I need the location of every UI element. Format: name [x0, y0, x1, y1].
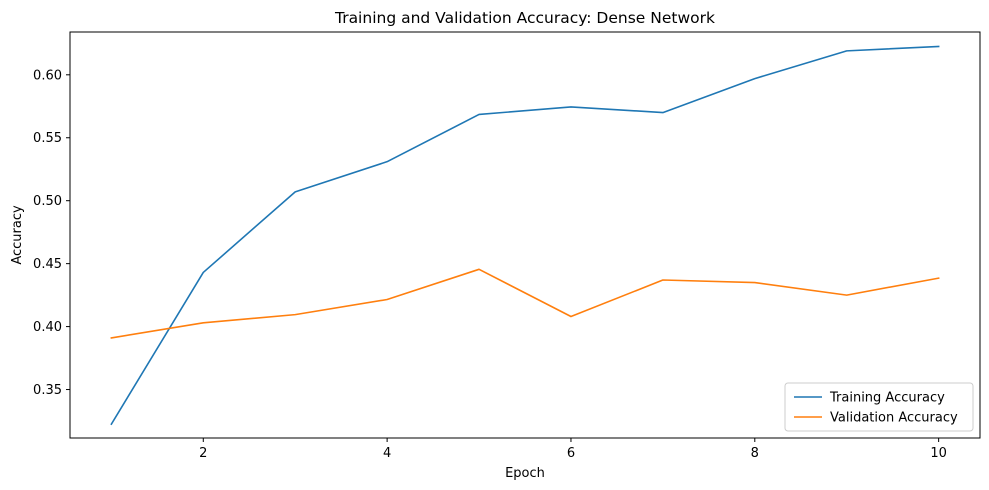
x-tick-label: 6: [567, 446, 575, 461]
x-tick-label: 8: [751, 446, 759, 461]
x-axis-label: Epoch: [505, 466, 545, 481]
chart-title: Training and Validation Accuracy: Dense …: [334, 9, 715, 27]
x-tick-label: 10: [930, 446, 947, 461]
legend: Training Accuracy Validation Accuracy: [784, 382, 974, 432]
y-tick-label: 0.50: [33, 194, 62, 209]
x-axis: 2 4 6 8 10: [199, 438, 947, 461]
x-tick-label: 2: [199, 446, 207, 461]
y-axis: 0.35 0.40 0.45 0.50 0.55 0.60: [33, 68, 70, 398]
y-tick-label: 0.35: [33, 383, 62, 398]
y-tick-label: 0.60: [33, 68, 62, 83]
legend-label: Training Accuracy: [829, 391, 945, 406]
plot-frame: [69, 31, 981, 439]
series-line-training: [110, 45, 940, 426]
y-axis-label: Accuracy: [10, 205, 25, 265]
plot-area: [69, 31, 981, 439]
legend-box: [784, 382, 974, 432]
series-line-validation: [110, 268, 940, 339]
y-tick-label: 0.45: [33, 257, 62, 272]
x-tick-label: 4: [383, 446, 391, 461]
legend-label: Validation Accuracy: [830, 411, 958, 426]
y-tick-label: 0.40: [33, 320, 62, 335]
y-tick-label: 0.55: [33, 131, 62, 146]
